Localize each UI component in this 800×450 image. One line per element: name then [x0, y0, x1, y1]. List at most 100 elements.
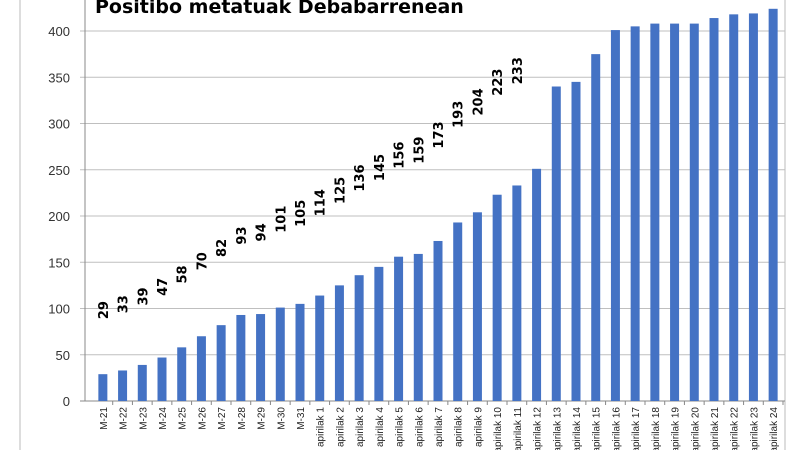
data-label: 29 — [97, 301, 112, 319]
y-tick-label: 400 — [48, 24, 70, 39]
bar — [650, 23, 660, 401]
bar — [492, 194, 502, 401]
bar — [295, 303, 305, 401]
x-tick-label: apirilak 7 — [434, 407, 445, 447]
x-tick-label: M-28 — [237, 407, 248, 430]
x-tick-label: apirilak 2 — [335, 407, 346, 447]
data-label: 145 — [373, 154, 388, 181]
bar — [472, 212, 482, 401]
y-tick-label: 200 — [48, 209, 70, 224]
y-tick-label: 300 — [48, 117, 70, 132]
x-tick-label: apirilak 14 — [572, 407, 583, 450]
bar — [137, 364, 147, 401]
bar — [591, 54, 601, 401]
x-tick-label: apirilak 17 — [631, 407, 642, 450]
bar — [394, 256, 404, 401]
x-tick-label: apirilak 22 — [730, 407, 741, 450]
x-tick-label: apirilak 15 — [592, 407, 603, 450]
x-tick-label: apirilak 19 — [671, 407, 682, 450]
bar — [374, 266, 384, 401]
y-tick-label: 250 — [48, 163, 70, 178]
data-label: 114 — [314, 189, 329, 216]
x-tick-label: apirilak 16 — [611, 407, 622, 450]
x-tick-label: apirilak 8 — [454, 407, 465, 447]
bar — [157, 357, 167, 401]
data-label: 47 — [156, 278, 171, 296]
data-label: 159 — [412, 137, 427, 164]
x-tick-label: apirilak 3 — [355, 407, 366, 447]
x-tick-label: apirilak 24 — [769, 407, 780, 450]
x-tick-label: apirilak 13 — [552, 407, 563, 450]
x-tick-label: M-22 — [119, 407, 130, 430]
x-tick-label: apirilak 6 — [414, 407, 425, 447]
x-tick-label: M-23 — [138, 407, 149, 430]
x-tick-label: apirilak 23 — [749, 407, 760, 450]
x-tick-label: M-29 — [257, 407, 268, 430]
data-label: 156 — [393, 142, 408, 169]
y-tick-label: 150 — [48, 255, 70, 270]
bar — [413, 253, 423, 401]
bar — [275, 307, 285, 401]
x-tick-label: M-27 — [217, 407, 228, 430]
bar — [433, 240, 443, 401]
bar — [748, 13, 758, 402]
data-label: 204 — [471, 88, 486, 115]
bar — [354, 275, 364, 401]
x-tick-label: apirilak 21 — [710, 407, 721, 450]
data-label: 233 — [511, 57, 526, 84]
bar — [709, 18, 719, 402]
data-label: 101 — [274, 206, 289, 233]
data-label: 94 — [255, 223, 270, 241]
x-tick-label: apirilak 4 — [375, 407, 386, 447]
bar — [532, 168, 542, 401]
data-label: 105 — [294, 200, 309, 227]
bar — [630, 26, 640, 401]
bar — [610, 30, 620, 401]
x-tick-label: M-24 — [158, 407, 169, 430]
bar — [551, 86, 561, 401]
x-tick-label: M-30 — [276, 407, 287, 430]
bar — [571, 81, 581, 401]
bar — [512, 185, 522, 401]
data-label: 70 — [195, 252, 210, 270]
bar — [196, 336, 206, 401]
bar — [334, 285, 344, 401]
bar — [689, 23, 699, 401]
data-label: 58 — [176, 265, 191, 283]
data-label: 136 — [353, 164, 368, 191]
data-label: 193 — [452, 101, 467, 128]
bar — [118, 370, 128, 401]
data-label: 33 — [117, 295, 132, 313]
data-label: 173 — [432, 121, 447, 148]
bar — [670, 23, 680, 401]
y-tick-label: 0 — [63, 394, 70, 409]
bar — [256, 314, 266, 401]
data-label: 39 — [136, 287, 151, 305]
x-tick-label: apirilak 5 — [395, 407, 406, 447]
data-label: 93 — [235, 226, 250, 244]
x-tick-label: apirilak 10 — [493, 407, 504, 450]
bar — [216, 325, 226, 401]
x-tick-label: M-21 — [99, 407, 110, 430]
x-tick-label: M-31 — [296, 407, 307, 430]
bar — [768, 8, 778, 402]
x-tick-label: apirilak 9 — [473, 407, 484, 447]
x-tick-label: apirilak 18 — [651, 407, 662, 450]
x-tick-label: M-26 — [197, 407, 208, 430]
x-tick-label: apirilak 12 — [533, 407, 544, 450]
x-tick-label: apirilak 20 — [690, 407, 701, 450]
bar — [453, 222, 463, 401]
bar — [315, 295, 325, 401]
x-tick-label: apirilak 1 — [316, 407, 327, 447]
x-tick-label: M-25 — [178, 407, 189, 430]
chart-title: Positibo metatuak Debabarrenean — [95, 0, 464, 18]
y-tick-label: 100 — [48, 302, 70, 317]
bar — [236, 314, 246, 401]
bar — [98, 374, 108, 401]
data-label: 125 — [333, 177, 348, 204]
y-tick-label: 50 — [56, 348, 70, 363]
data-label: 223 — [491, 69, 506, 96]
bar — [177, 347, 187, 401]
data-label: 82 — [215, 239, 230, 257]
